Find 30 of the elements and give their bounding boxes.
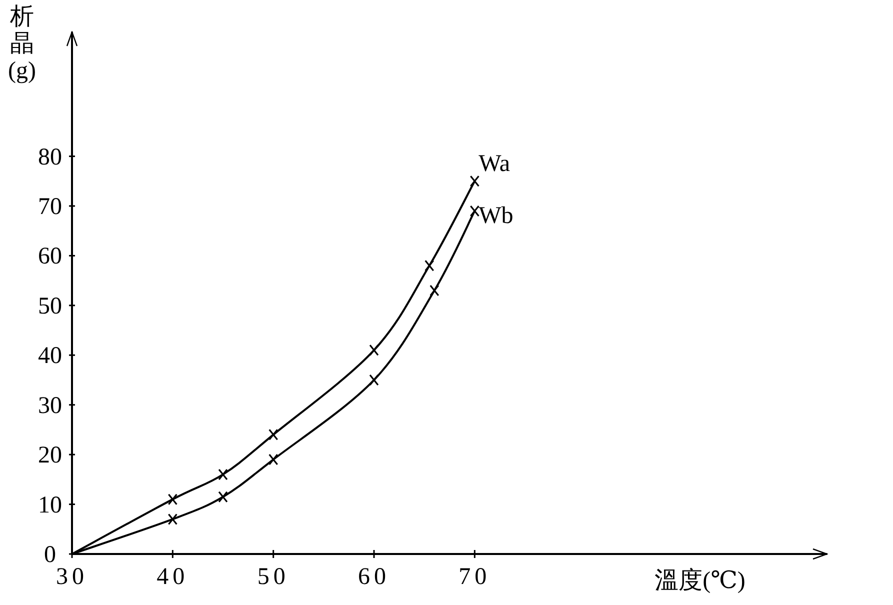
point [369, 374, 379, 386]
y-axis-title: 析晶(g) [8, 4, 36, 84]
point [168, 494, 178, 506]
point [268, 428, 278, 440]
point [168, 513, 178, 525]
x-tick-label: 40 [156, 564, 189, 590]
x-tick-label: 70 [458, 564, 491, 590]
point [430, 284, 440, 296]
x-tick-label: 60 [358, 564, 390, 590]
y-tick-label: 50 [38, 293, 62, 320]
x-axis-title: 溫度(℃) [654, 567, 746, 594]
point [470, 175, 480, 187]
point [424, 260, 434, 272]
y-tick-label: 70 [38, 194, 62, 220]
y-tick-label: 0 [44, 542, 56, 568]
series-label: Wa [478, 151, 510, 178]
y-tick-label: 60 [38, 244, 62, 270]
y-tick-label: 40 [38, 343, 62, 370]
y-tick-label: 80 [38, 144, 62, 170]
x-tick-label: 50 [257, 564, 290, 590]
y-tick-label: 30 [38, 392, 62, 419]
point [268, 454, 278, 466]
point [369, 344, 379, 356]
point [470, 205, 480, 217]
y-tick-label: 10 [38, 492, 62, 518]
y-tick-label: 20 [38, 442, 62, 469]
point [218, 468, 228, 480]
x-tick-label: 30 [56, 564, 88, 590]
series-label: Wb [478, 202, 514, 229]
point [218, 491, 228, 503]
